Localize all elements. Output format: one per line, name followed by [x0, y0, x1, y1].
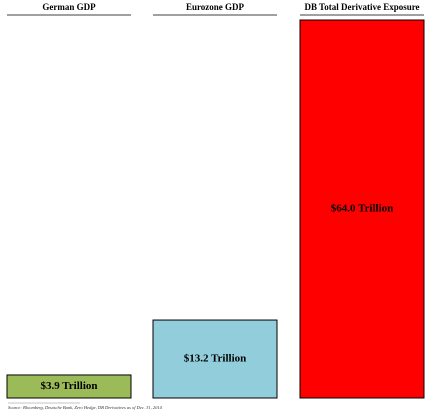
- category-label: DB Total Derivative Exposure: [304, 2, 419, 12]
- source-note: Source: Bloomberg, Deutsche Bank, Zero H…: [8, 405, 163, 411]
- value-label: $3.9 Trillion: [40, 380, 97, 392]
- bar: [152, 319, 278, 399]
- category-label: Eurozone GDP: [186, 2, 245, 12]
- value-label: $64.0 Trillion: [331, 203, 394, 215]
- bar: [299, 19, 425, 399]
- value-label: $13.2 Trillion: [184, 353, 247, 365]
- category-label: German GDP: [42, 2, 96, 12]
- bar: [6, 374, 132, 399]
